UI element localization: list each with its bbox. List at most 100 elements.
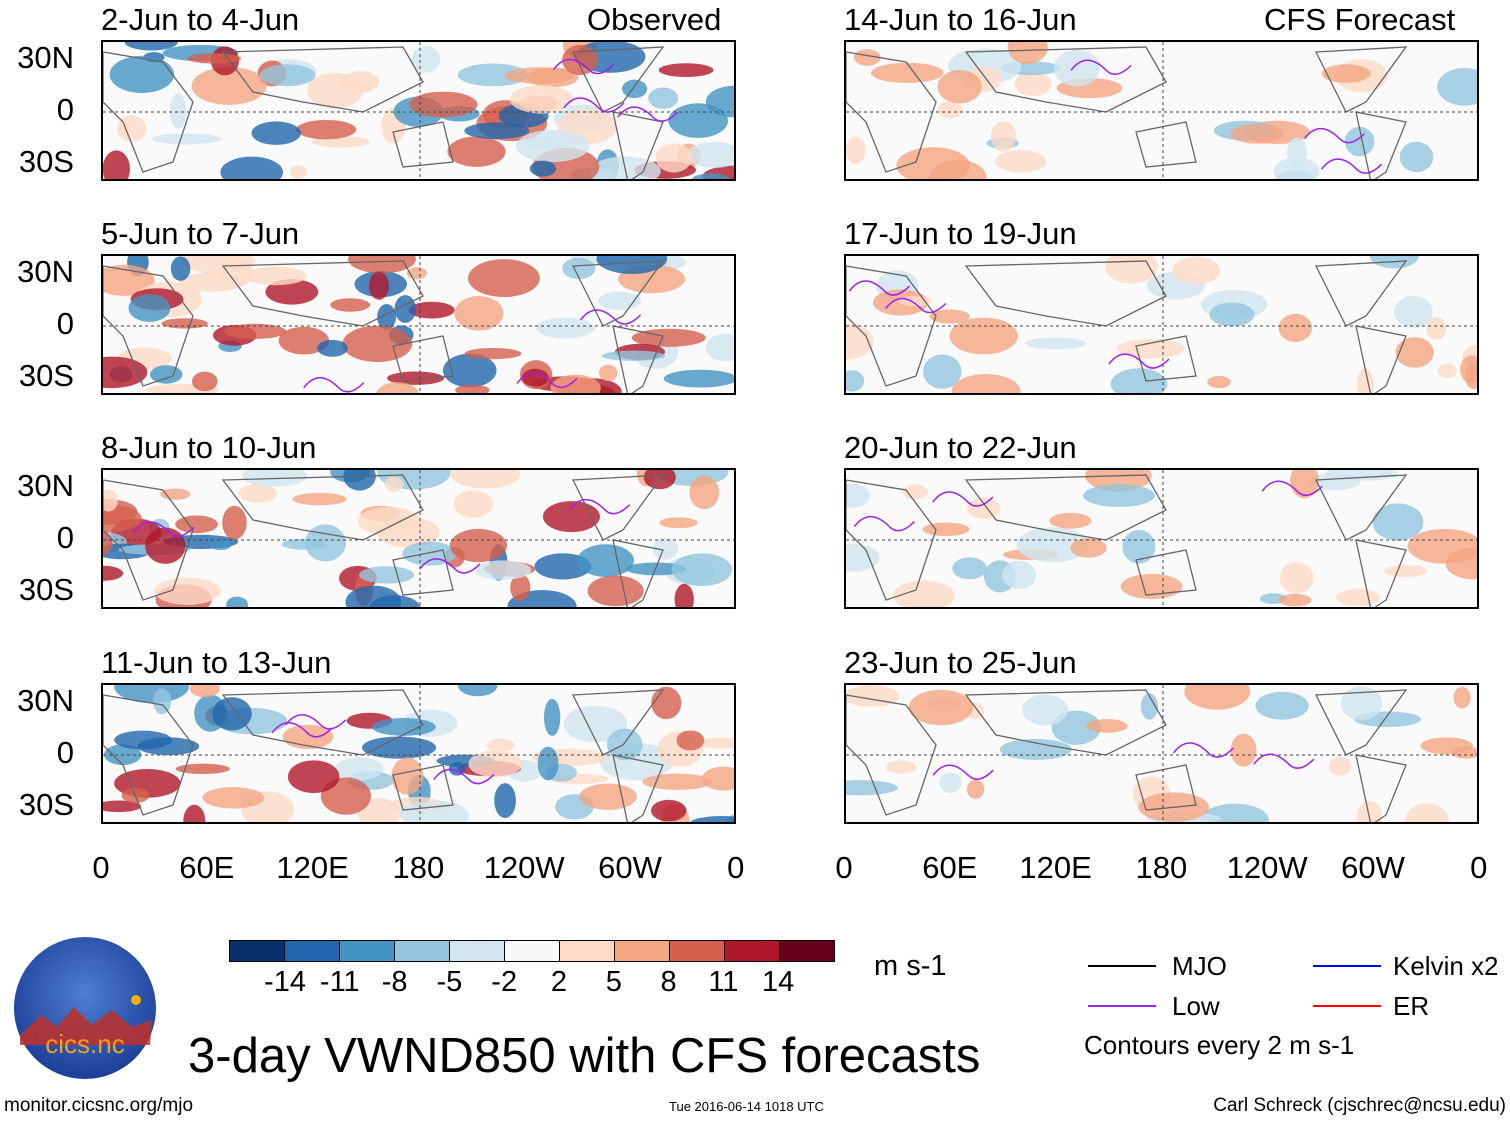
low-contour	[433, 768, 495, 785]
wind-anomaly-blob	[1184, 685, 1251, 710]
wind-anomaly-blob	[223, 323, 287, 339]
wind-anomaly-blob	[170, 256, 191, 281]
wind-anomaly-blob	[659, 517, 698, 529]
wind-anomaly-blob	[449, 528, 507, 563]
low-contour	[303, 377, 365, 393]
wind-anomaly-blob	[871, 62, 944, 83]
wind-anomaly-blob	[1049, 512, 1092, 529]
wind-anomaly-blob	[1340, 686, 1383, 721]
wind-anomaly-blob	[103, 504, 142, 533]
wind-anomaly-blob	[658, 63, 714, 78]
wind-anomaly-blob	[209, 539, 232, 551]
wind-anomaly-blob	[1172, 256, 1220, 285]
kelvin-line-swatch	[1313, 965, 1381, 967]
wind-anomaly-blob	[226, 596, 249, 607]
colorbar-swatch	[670, 941, 725, 961]
figure-title: 3-day VWND850 with CFS forecasts	[188, 1029, 981, 1083]
coastline	[1135, 335, 1197, 382]
wind-anomaly-blob	[686, 141, 734, 168]
lat-label: 30N	[17, 40, 74, 75]
wind-anomaly-blob	[304, 524, 346, 562]
wind-anomaly-blob	[587, 575, 644, 607]
wind-anomaly-blob	[922, 354, 962, 389]
wind-anomaly-blob	[109, 55, 175, 94]
wind-anomaly-blob	[457, 685, 498, 697]
wind-anomaly-blob	[648, 87, 679, 109]
wind-anomaly-blob	[377, 304, 397, 330]
lon-label: 120E	[276, 850, 349, 885]
coastline	[1314, 46, 1408, 113]
low-contour	[1261, 480, 1323, 497]
coastline	[392, 549, 454, 596]
wind-anomaly-blob	[114, 730, 172, 750]
forecast-header: CFS Forecast	[1264, 2, 1456, 37]
wind-anomaly-blob	[853, 49, 881, 66]
wind-anomaly-blob	[1278, 593, 1312, 607]
wind-anomaly-blob	[1420, 737, 1473, 755]
coastline	[103, 51, 194, 173]
wind-anomaly-blob	[348, 256, 416, 274]
colorbar-label: 11	[708, 966, 739, 998]
low-contour	[579, 309, 642, 325]
wind-anomaly-blob	[1356, 368, 1375, 393]
wind-anomaly-blob	[1278, 313, 1313, 343]
wind-anomaly-blob	[160, 488, 191, 500]
low-contour	[848, 280, 910, 296]
lon-label: 0	[1470, 850, 1488, 885]
wind-anomaly-blob	[343, 470, 376, 491]
coastline	[571, 689, 665, 756]
lat-label: 30S	[18, 358, 74, 393]
wind-anomaly-blob	[671, 553, 733, 587]
coastline	[1314, 474, 1408, 541]
low-contour	[271, 722, 333, 738]
low-contour	[1070, 59, 1132, 75]
cics-logo: cics.nc	[12, 935, 158, 1081]
wind-anomaly-blob	[692, 173, 730, 179]
wind-anomaly-blob	[1372, 503, 1424, 541]
legend-low: Low	[1172, 991, 1220, 1021]
coastline	[1135, 549, 1197, 596]
legend-er: ER	[1393, 991, 1430, 1021]
map-panel	[101, 40, 736, 181]
lat-label: 0	[56, 306, 74, 341]
coastline	[571, 474, 665, 541]
low-contour	[1108, 353, 1170, 369]
wind-anomaly-blob	[361, 736, 437, 759]
lon-label: 0	[727, 850, 745, 885]
map-panel	[101, 254, 736, 395]
lon-label: 60E	[922, 850, 978, 885]
wind-anomaly-blob	[391, 757, 424, 795]
wind-anomaly-blob	[145, 527, 186, 564]
wind-anomaly-blob	[191, 371, 218, 392]
wind-anomaly-blob	[1405, 802, 1450, 822]
wind-anomaly-blob	[1002, 560, 1037, 590]
wind-anomaly-blob	[402, 541, 457, 566]
wind-anomaly-blob	[966, 497, 1001, 519]
wind-anomaly-blob	[1255, 691, 1309, 720]
low-contour	[885, 297, 947, 314]
logo-name: cics.nc	[45, 1029, 124, 1059]
wind-anomaly-blob	[357, 81, 374, 92]
footer-url[interactable]: monitor.cicsnc.org/mjo	[4, 1095, 194, 1116]
coastline	[846, 479, 937, 601]
wind-anomaly-blob	[372, 718, 436, 736]
wind-anomaly-blob	[1083, 484, 1155, 507]
wind-anomaly-blob	[1230, 733, 1257, 767]
coastline	[612, 325, 664, 393]
wind-anomaly-blob	[212, 697, 252, 731]
wind-anomaly-blob	[550, 374, 601, 393]
wind-anomaly-blob	[220, 156, 284, 179]
low-line-swatch	[1088, 1005, 1156, 1007]
colorbar-label: -5	[436, 966, 463, 998]
wind-anomaly-blob	[1321, 64, 1371, 83]
coastline	[1355, 754, 1407, 822]
wind-anomaly-blob	[464, 122, 530, 140]
wind-anomaly-blob	[1426, 316, 1447, 341]
wind-anomaly-blob	[1290, 470, 1319, 499]
wind-anomaly-blob	[447, 136, 506, 167]
lat-label: 0	[56, 520, 74, 555]
map-panel	[844, 683, 1479, 824]
wind-anomaly-blob	[908, 689, 974, 726]
wind-anomaly-blob	[1383, 564, 1428, 578]
wind-anomaly-blob	[846, 780, 898, 796]
